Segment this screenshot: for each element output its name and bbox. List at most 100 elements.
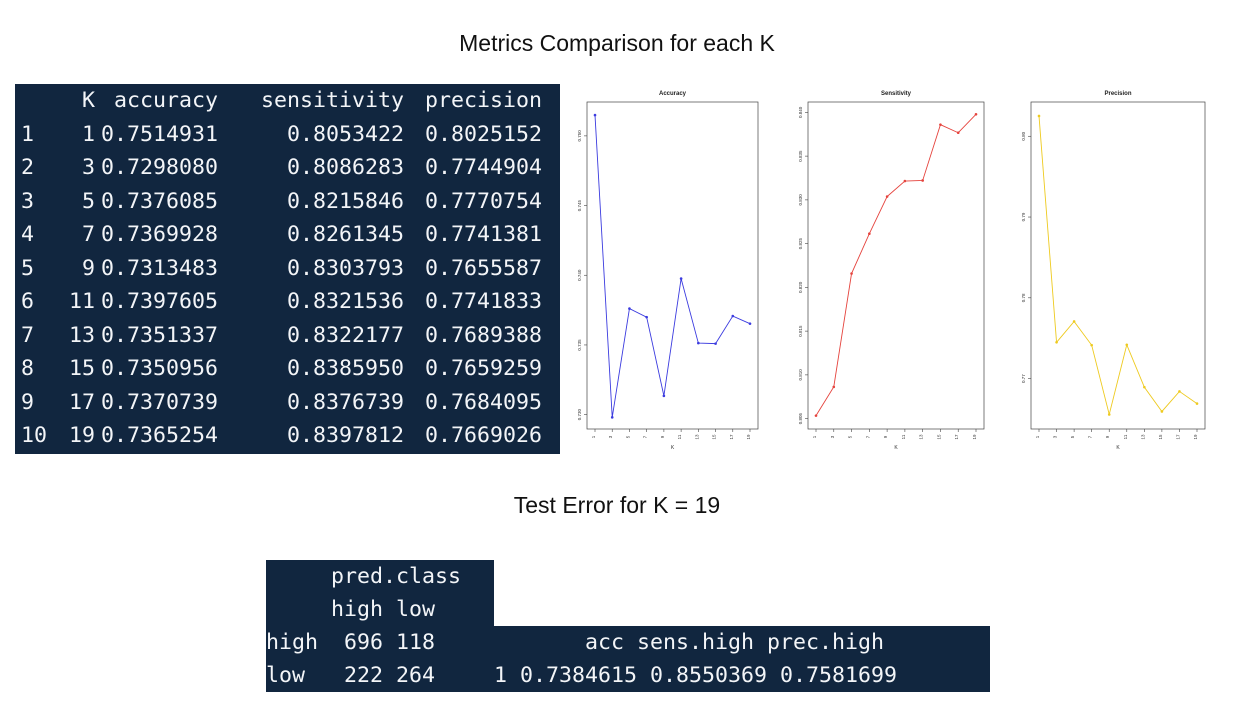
confusion-header-1: pred.class (266, 560, 494, 593)
y-tick-label: 0.730 (577, 409, 582, 421)
k-value: 1 (81, 121, 95, 147)
precision-value: 0.7741381 (425, 222, 543, 248)
accuracy-value: 0.7298080 (101, 155, 219, 181)
data-point (1178, 390, 1181, 393)
data-point (662, 394, 666, 398)
row-index: 2 (21, 155, 35, 181)
sensitivity-value: 0.8385950 (287, 356, 405, 382)
precision-value: 0.8025152 (425, 121, 543, 147)
accuracy-value: 0.7313483 (101, 255, 219, 281)
row-index: 4 (21, 222, 35, 248)
k-value: 13 (68, 322, 95, 348)
data-point (956, 131, 960, 135)
header-rowname (19, 84, 57, 118)
x-tick-label: 7 (643, 435, 648, 438)
y-tick-label: 0.735 (577, 339, 582, 351)
x-tick-label: 13 (1140, 434, 1145, 440)
x-tick-label: 7 (865, 435, 870, 438)
x-axis-label: K (894, 445, 898, 451)
metrics-table: K accuracy sensitivity precision 1 1 0.751… (19, 84, 542, 453)
x-tick-label: 11 (1123, 434, 1128, 439)
x-tick-label: 13 (694, 434, 699, 440)
k-value: 5 (81, 188, 95, 214)
k-value: 11 (68, 289, 95, 315)
chart-title: Precision (1104, 91, 1131, 97)
sensitivity-value: 0.8261345 (287, 222, 405, 248)
x-tick-label: 15 (712, 434, 717, 440)
chart-title: Accuracy (659, 91, 687, 97)
x-tick-label: 11 (901, 434, 906, 439)
series-line (815, 113, 977, 416)
y-tick-label: 0.835 (798, 150, 803, 162)
data-point (748, 322, 752, 325)
accuracy-value: 0.7351337 (101, 322, 219, 348)
sensitivity-chart: Sensitivity 0.805 0.810 0.815 0.820 0.825 0.83… (798, 91, 985, 451)
k-value: 3 (81, 155, 95, 181)
data-point (697, 341, 700, 345)
y-tick-label: 0.825 (798, 237, 803, 249)
metrics-table-panel: K accuracy sensitivity precision 1 1 0.751… (15, 84, 560, 454)
y-tick-label: 0.740 (577, 269, 582, 281)
data-point (921, 179, 924, 182)
data-point (832, 385, 836, 389)
plot-frame (586, 101, 759, 430)
y-tick-label: 0.750 (577, 130, 582, 142)
header-accuracy: accuracy (114, 88, 219, 114)
k-value: 9 (81, 255, 95, 281)
table-row: 2 3 0.7298080 0.8086283 0.7744904 (19, 151, 542, 185)
data-point (1143, 385, 1146, 389)
accuracy-value: 0.7369928 (101, 222, 219, 248)
series-line (594, 115, 751, 418)
y-tick-label: 0.80 (1021, 131, 1026, 140)
table-row: 5 9 0.7313483 0.8303793 0.7655587 (19, 252, 542, 286)
metrics-header-row: K accuracy sensitivity precision (19, 84, 542, 118)
y-tick-label: 0.805 (798, 412, 803, 424)
k-value: 7 (81, 222, 95, 248)
data-point (1160, 410, 1164, 413)
k-value: 15 (68, 356, 95, 382)
table-row: 6 11 0.7397605 0.8321536 0.7741833 (19, 285, 542, 319)
row-index: 1 (21, 121, 35, 147)
precision-value: 0.7770754 (425, 188, 543, 214)
x-tick-label: 3 (830, 435, 835, 438)
table-row: 9 17 0.7370739 0.8376739 0.7684095 (19, 386, 542, 420)
sensitivity-value: 0.8086283 (287, 155, 405, 181)
table-row: 4 7 0.7369928 0.8261345 0.7741381 (19, 218, 542, 252)
x-axis-label: K (671, 445, 675, 451)
table-row: 1 1 0.7514931 0.8053422 0.8025152 (19, 118, 542, 152)
series-line (1038, 115, 1198, 415)
confusion-header-2: high low (266, 593, 494, 626)
x-tick-label: 5 (1070, 435, 1075, 438)
data-point (939, 123, 942, 126)
data-point (610, 416, 614, 419)
x-tick-label: 9 (1105, 435, 1110, 438)
x-tick-label: 13 (919, 434, 924, 440)
row-index: 10 (21, 423, 48, 449)
confusion-row-high: high 696 118 (266, 626, 494, 659)
sensitivity-value: 0.8376739 (287, 389, 405, 415)
test-error-heading: Test Error for K = 19 (513, 492, 721, 518)
accuracy-value: 0.7350956 (101, 356, 219, 382)
data-point (885, 195, 889, 198)
row-index: 8 (21, 356, 35, 382)
x-tick-label: 15 (936, 434, 941, 440)
x-tick-label: 9 (883, 435, 888, 438)
table-row: 10 19 0.7365254 0.8397812 0.7669026 (19, 419, 542, 453)
data-point (628, 307, 631, 310)
x-tick-label: 17 (1175, 434, 1180, 440)
k-value: 17 (68, 389, 95, 415)
x-tick-label: 1 (1035, 435, 1040, 438)
y-tick-label: 0.77 (1021, 374, 1026, 383)
data-point (714, 342, 717, 345)
y-tick-label: 0.820 (798, 281, 803, 293)
x-tick-label: 1 (591, 435, 596, 438)
confusion-row-low: low 222 264 (266, 659, 494, 692)
sensitivity-value: 0.8397812 (287, 423, 405, 449)
data-point (1107, 413, 1111, 416)
summary-header: acc sens.high prec.high (494, 626, 990, 659)
x-tick-label: 19 (746, 434, 751, 440)
precision-value: 0.7744904 (425, 155, 543, 181)
data-point (868, 232, 871, 235)
header-precision: precision (425, 88, 543, 114)
